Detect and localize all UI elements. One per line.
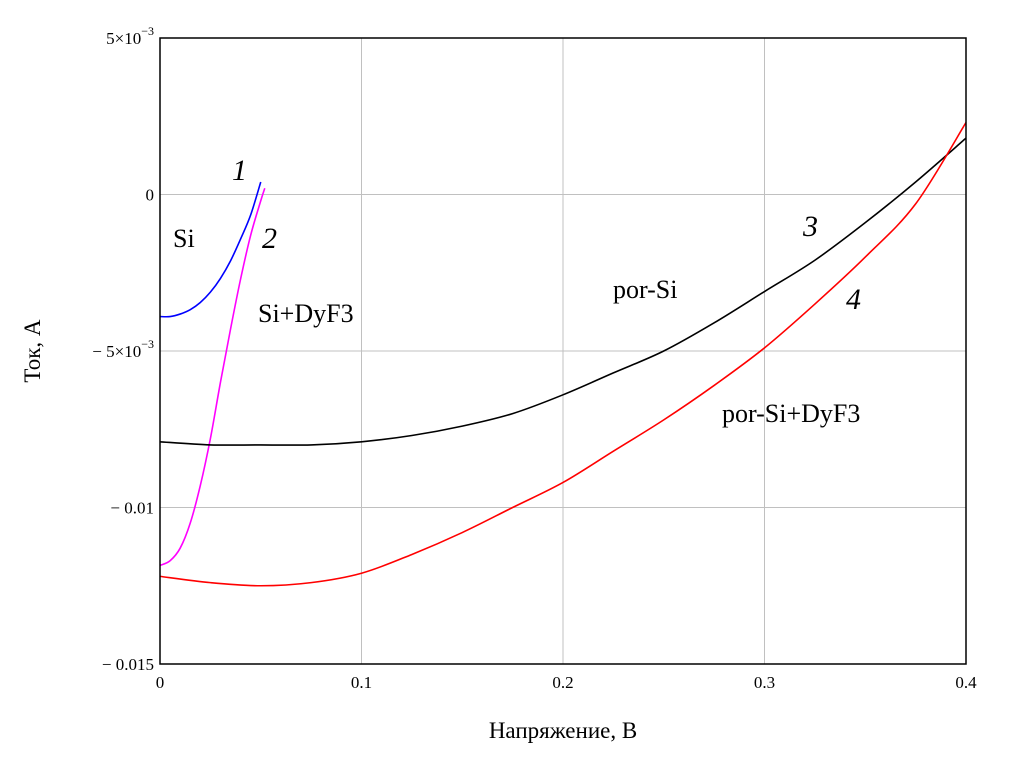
y-tick-exponent: −3 [141, 24, 154, 38]
plot-frame [159, 37, 967, 665]
x-axis-title: Напряжение, В [489, 718, 637, 743]
series-number-1: 1 [232, 154, 247, 187]
x-tick-label: 0.4 [955, 673, 977, 692]
y-tick-mantissa: 0 [146, 186, 155, 205]
series-number-4: 4 [846, 283, 861, 316]
plot-series [159, 122, 967, 587]
series-number-2: 2 [262, 222, 277, 255]
y-tick-labels: 5×10−30− 5×10−3− 0.01− 0.015 [92, 24, 154, 674]
series-line-1 [159, 181, 262, 318]
y-tick-label: 5×10−3 [106, 24, 154, 48]
y-tick-label: − 5×10−3 [92, 337, 154, 361]
y-tick-exponent: −3 [141, 337, 154, 351]
series-line-2 [159, 187, 266, 567]
series-line-4 [159, 122, 967, 587]
y-axis-title: Ток, А [20, 319, 45, 382]
series-label-por-si: por-Si [613, 275, 677, 304]
series-number-3: 3 [802, 210, 818, 243]
y-tick-mantissa: − 0.015 [102, 655, 154, 674]
y-tick-label: 0 [146, 186, 155, 205]
y-tick-mantissa: − 5×10 [92, 342, 141, 361]
series-label-si-dyf3: Si+DyF3 [258, 299, 354, 328]
y-tick-mantissa: 5×10 [106, 29, 141, 48]
grid [159, 37, 967, 665]
series-line-3 [159, 137, 967, 446]
y-tick-label: − 0.01 [110, 499, 154, 518]
x-tick-label: 0.1 [351, 673, 372, 692]
x-tick-labels: 0 0.1 0.2 0.3 0.4 [156, 673, 977, 692]
x-tick-label: 0.3 [754, 673, 775, 692]
x-tick-label: 0.2 [552, 673, 573, 692]
series-label-si: Si [173, 224, 195, 253]
y-tick-mantissa: − 0.01 [110, 499, 154, 518]
series-label-por-si-dyf3: por-Si+DyF3 [722, 399, 860, 428]
x-tick-label: 0 [156, 673, 165, 692]
y-tick-label: − 0.015 [102, 655, 154, 674]
